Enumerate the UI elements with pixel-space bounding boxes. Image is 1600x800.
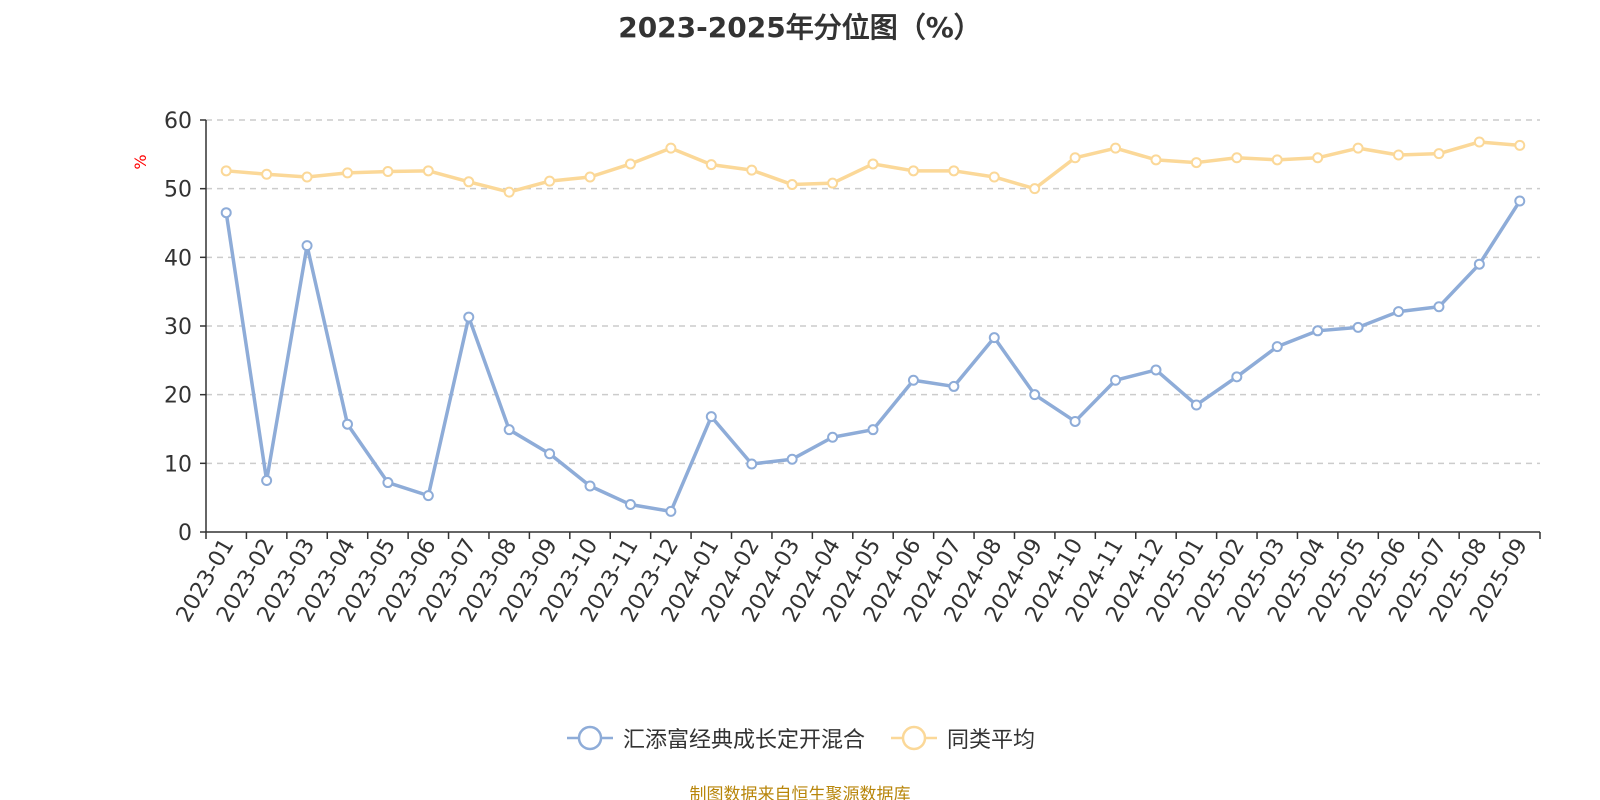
data-point[interactable] [382,166,394,177]
y-tick-label: 0 [178,521,192,546]
data-point[interactable] [1150,154,1162,166]
data-point[interactable] [624,499,636,511]
data-point[interactable] [665,142,677,154]
data-point[interactable] [907,374,919,386]
legend: 汇添富经典成长定开混合 同类平均 [0,722,1600,754]
data-point[interactable] [746,458,758,470]
chart-title: 2023-2025年分位图（%） [618,11,982,44]
axes: 01020304050602023-012023-022023-032023-0… [164,109,1541,627]
data-point[interactable] [948,165,960,177]
data-point[interactable] [301,171,313,183]
data-point[interactable] [1150,364,1162,376]
data-point[interactable] [503,186,515,198]
data-point[interactable] [1473,136,1485,148]
data-point[interactable] [1069,152,1081,164]
data-point[interactable] [584,480,596,492]
data-point[interactable] [463,311,475,323]
y-axis-label: % [131,154,150,169]
legend-item-fund[interactable]: 汇添富经典成长定开混合 [565,722,865,754]
data-point[interactable] [1110,142,1122,154]
y-tick-label: 40 [164,246,192,271]
data-point[interactable] [948,380,960,392]
data-point[interactable] [422,165,434,177]
data-point[interactable] [422,490,434,502]
data-point[interactable] [907,165,919,177]
line-chart: 01020304050602023-012023-022023-032023-0… [131,109,1541,627]
series-line-0 [224,200,1522,514]
data-point[interactable] [1352,321,1364,333]
data-point[interactable] [988,332,1000,344]
data-point[interactable] [1029,389,1041,401]
data-point[interactable] [544,175,556,187]
data-point[interactable] [1029,183,1041,195]
data-point[interactable] [665,505,677,517]
data-point[interactable] [867,424,879,436]
data-point[interactable] [1312,325,1324,337]
y-tick-label: 30 [164,315,192,340]
data-point[interactable] [1110,374,1122,386]
y-tick-label: 60 [164,109,192,134]
data-point[interactable] [382,477,394,489]
data-point[interactable] [827,177,839,189]
data-point[interactable] [827,431,839,443]
legend-label-peer-average: 同类平均 [947,728,1036,753]
legend-label-fund: 汇添富经典成长定开混合 [622,728,865,753]
data-point[interactable] [1190,399,1202,411]
data-point[interactable] [261,168,273,180]
data-point[interactable] [220,207,232,219]
data-point[interactable] [341,418,353,430]
data-point[interactable] [1473,258,1485,270]
data-point[interactable] [786,453,798,465]
series-lines [220,136,1526,517]
data-point[interactable] [503,424,515,436]
data-point[interactable] [544,448,556,460]
legend-line-circle-icon [891,725,937,751]
data-point[interactable] [786,179,798,191]
data-point[interactable] [1231,152,1243,164]
data-point[interactable] [1190,157,1202,169]
data-point[interactable] [1312,152,1324,164]
data-point[interactable] [1433,148,1445,160]
data-point[interactable] [867,158,879,170]
data-point[interactable] [1231,371,1243,383]
data-point[interactable] [624,158,636,170]
data-point[interactable] [1514,139,1526,151]
data-point[interactable] [746,164,758,176]
data-point[interactable] [220,165,232,177]
data-point[interactable] [1393,149,1405,161]
data-point[interactable] [301,240,313,252]
data-point[interactable] [1271,154,1283,166]
data-point[interactable] [341,167,353,179]
y-tick-label: 50 [164,178,192,203]
grid-lines [206,119,1540,465]
data-point[interactable] [988,171,1000,183]
data-source-note: 制图数据来自恒生聚源数据库 [689,785,911,800]
legend-item-peer-average[interactable]: 同类平均 [889,722,1035,754]
y-tick-label: 10 [164,452,192,477]
data-point[interactable] [261,475,273,486]
data-point[interactable] [1393,306,1405,318]
data-point[interactable] [584,171,596,183]
data-point[interactable] [1352,142,1364,154]
data-point[interactable] [1514,195,1526,207]
data-point[interactable] [705,159,717,171]
data-point[interactable] [1433,301,1445,313]
data-point[interactable] [705,411,717,423]
data-point[interactable] [1069,415,1081,427]
y-tick-label: 20 [164,384,192,409]
data-point[interactable] [1271,341,1283,353]
legend-line-circle-icon [566,725,613,751]
data-point[interactable] [463,176,475,188]
